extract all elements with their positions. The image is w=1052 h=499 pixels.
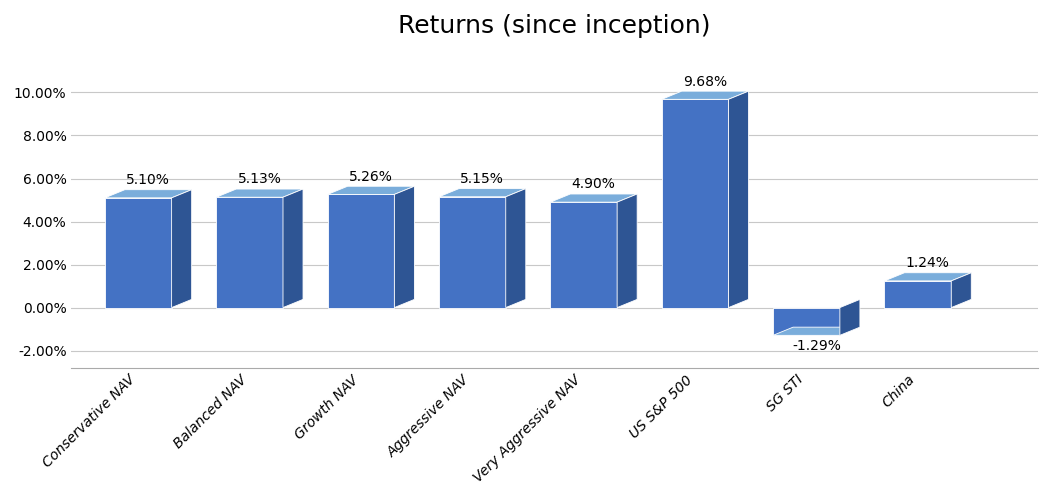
Title: Returns (since inception): Returns (since inception): [399, 14, 711, 38]
Text: 9.68%: 9.68%: [683, 74, 727, 89]
Polygon shape: [327, 195, 394, 307]
Polygon shape: [662, 91, 749, 99]
Text: 5.10%: 5.10%: [126, 173, 170, 187]
Polygon shape: [662, 99, 728, 307]
Polygon shape: [618, 194, 638, 307]
Polygon shape: [839, 299, 859, 335]
Polygon shape: [773, 327, 859, 335]
Polygon shape: [728, 91, 749, 307]
Polygon shape: [327, 186, 414, 195]
Polygon shape: [550, 202, 618, 307]
Polygon shape: [394, 186, 414, 307]
Text: 5.15%: 5.15%: [461, 172, 504, 186]
Polygon shape: [885, 281, 951, 307]
Polygon shape: [439, 197, 506, 307]
Polygon shape: [105, 198, 171, 307]
Polygon shape: [283, 189, 303, 307]
Text: 1.24%: 1.24%: [906, 256, 950, 270]
Polygon shape: [216, 189, 303, 197]
Polygon shape: [439, 189, 526, 197]
Text: -1.29%: -1.29%: [792, 338, 841, 353]
Polygon shape: [105, 190, 191, 198]
Text: 5.26%: 5.26%: [349, 170, 392, 184]
Polygon shape: [216, 197, 283, 307]
Polygon shape: [506, 189, 526, 307]
Polygon shape: [951, 273, 971, 307]
Polygon shape: [773, 307, 839, 335]
Polygon shape: [885, 273, 971, 281]
Text: 4.90%: 4.90%: [572, 178, 615, 192]
Polygon shape: [550, 194, 638, 202]
Polygon shape: [171, 190, 191, 307]
Text: 5.13%: 5.13%: [238, 173, 282, 187]
